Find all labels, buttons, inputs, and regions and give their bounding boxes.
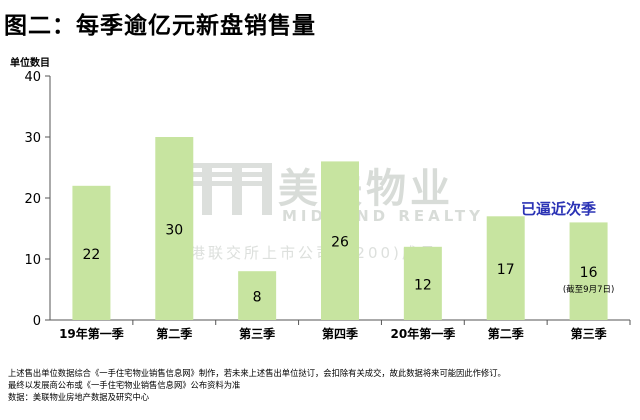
data-label: 17 <box>497 262 515 278</box>
footnotes: 上述售出单位数据综合《一手住宅物业销售信息网》制作，若未来上述售出单位挞订，会扣… <box>8 367 506 403</box>
x-tick-label: 第三季 <box>571 326 608 341</box>
data-label: 26 <box>331 235 349 251</box>
watermark-tagline: 香港联交所上市公司(1200)成员 <box>172 244 438 262</box>
bar <box>155 137 194 320</box>
bar <box>569 222 608 320</box>
watermark-brand-cn: 美联物业 <box>278 166 454 212</box>
data-label: 8 <box>253 290 262 306</box>
y-axis-unit-label: 单位数目 <box>10 58 50 69</box>
x-tick-label: 19年第一季 <box>59 326 125 341</box>
y-tick-label: 40 <box>24 70 41 85</box>
x-tick-label: 第三季 <box>239 326 276 341</box>
footnote-source: 数据：美联物业房地产数据及研究中心 <box>8 392 150 402</box>
data-label: 22 <box>83 247 101 263</box>
footnote-line: 上述售出单位数据综合《一手住宅物业销售信息网》制作，若未来上述售出单位挞订，会扣… <box>8 368 506 378</box>
bar <box>403 246 442 320</box>
x-tick-label: 20年第一季 <box>391 326 457 341</box>
data-label: 16 <box>580 265 598 281</box>
bar <box>238 271 277 320</box>
x-tick-label: 第四季 <box>322 326 359 341</box>
data-label: 30 <box>165 223 183 239</box>
data-label: 12 <box>414 277 432 293</box>
x-tick-label: 第二季 <box>488 326 525 341</box>
bar <box>486 216 525 320</box>
footnote-line: 最终以发展商公布或《一手住宅物业销售信息网》公布资料为准 <box>8 380 241 390</box>
x-tick-label: 第二季 <box>156 326 193 341</box>
data-label-note: (截至9月7日) <box>563 284 614 295</box>
bar <box>321 161 359 320</box>
chart-annotation: 已逼近次季 <box>521 200 597 218</box>
bar <box>72 185 111 320</box>
y-tick-label: 20 <box>24 192 41 207</box>
y-tick-label: 30 <box>24 131 41 146</box>
chart-title: 图二：每季逾亿元新盘销售量 <box>4 12 316 39</box>
y-tick-label: 0 <box>33 314 41 329</box>
y-tick-label: 10 <box>24 253 41 268</box>
